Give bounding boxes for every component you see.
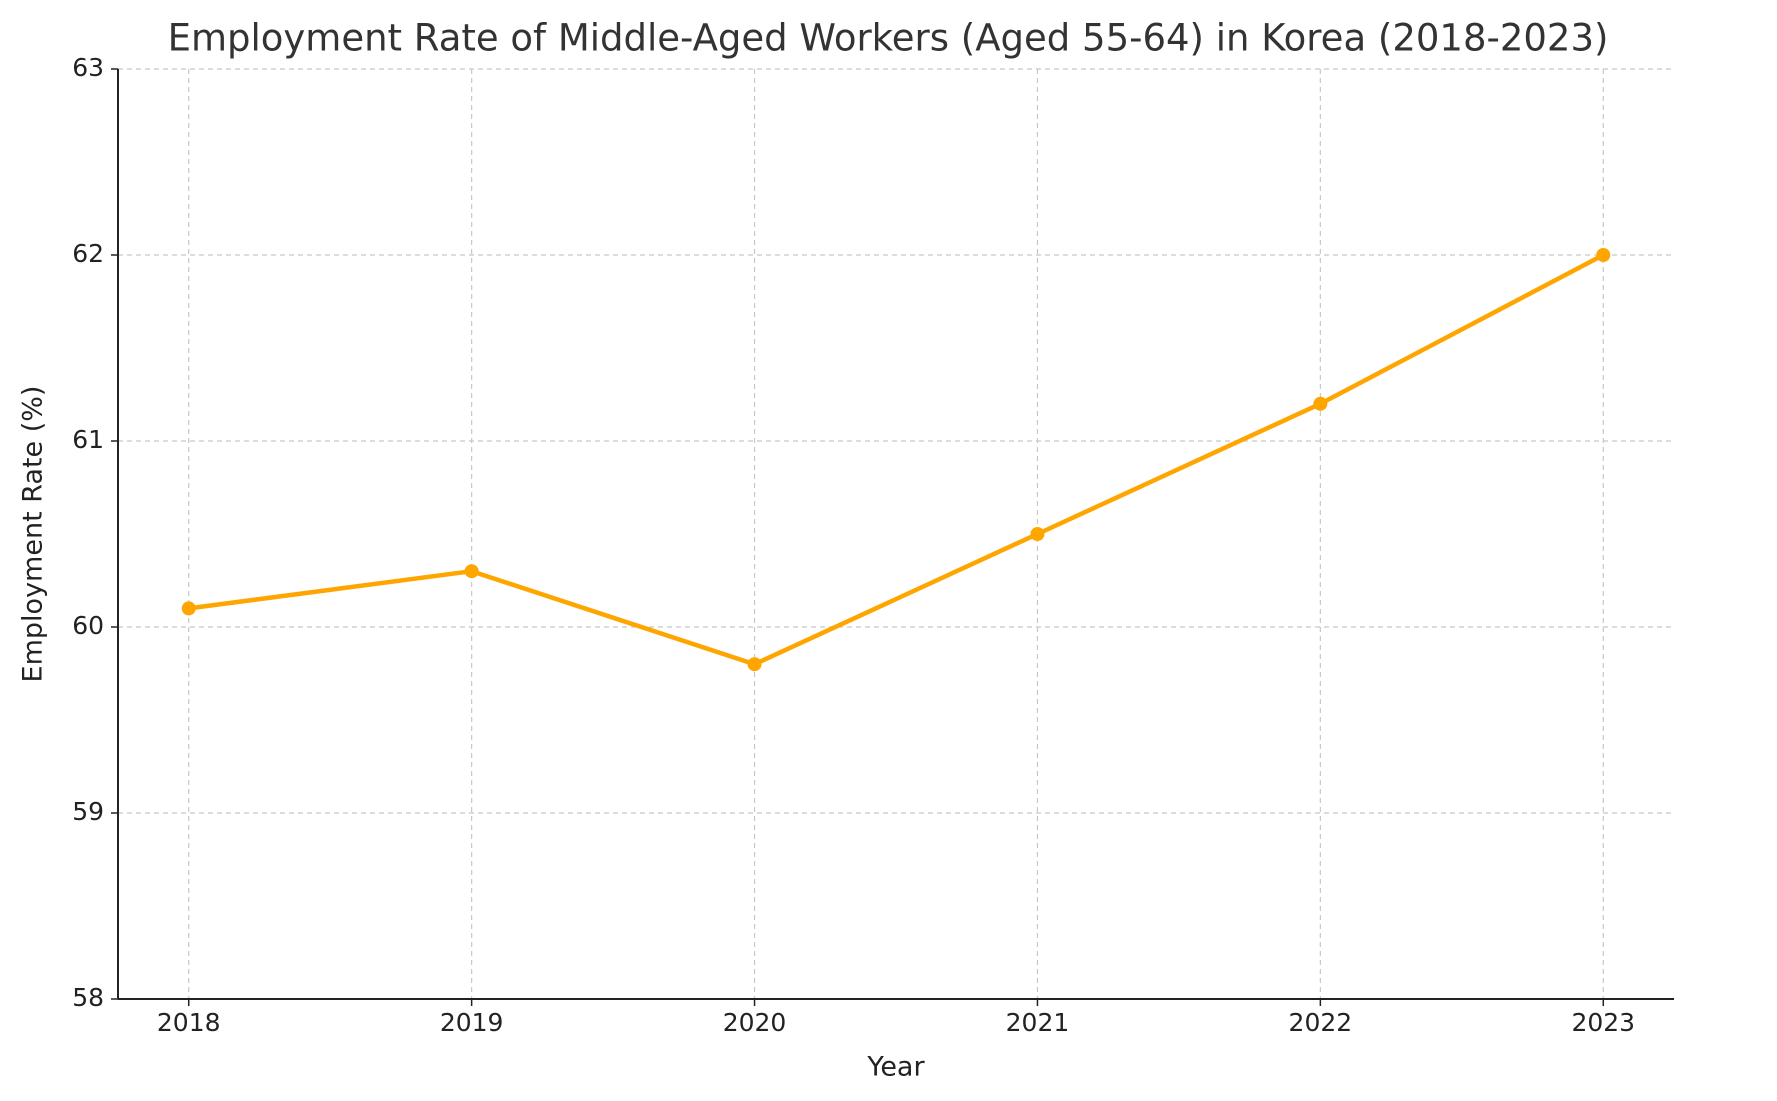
data-point [181, 601, 196, 616]
x-tick-label: 2018 [157, 1008, 221, 1037]
x-tick-label: 2021 [1006, 1008, 1070, 1037]
y-tick-label: 62 [72, 239, 104, 268]
data-point [1313, 396, 1328, 411]
x-tick-label: 2022 [1289, 1008, 1353, 1037]
y-tick-label: 58 [72, 983, 104, 1012]
data-line [188, 253, 1605, 667]
x-tick-label: 2019 [440, 1008, 504, 1037]
data-point [1596, 248, 1611, 262]
y-tick-label: 63 [72, 53, 104, 82]
data-point [747, 657, 762, 672]
x-axis-label: Year [866, 1052, 925, 1083]
data-point [464, 564, 479, 579]
data-point [1030, 527, 1045, 541]
y-tick-label: 59 [72, 797, 104, 826]
chart-title: Employment Rate of Middle-Aged Workers (… [168, 17, 1609, 60]
x-tick-label: 2020 [723, 1008, 787, 1037]
y-axis-label: Employment Rate (%) [18, 386, 49, 683]
x-tick-label: 2023 [1571, 1008, 1635, 1037]
y-tick-label: 60 [72, 611, 104, 640]
y-tick-label: 61 [72, 425, 104, 454]
